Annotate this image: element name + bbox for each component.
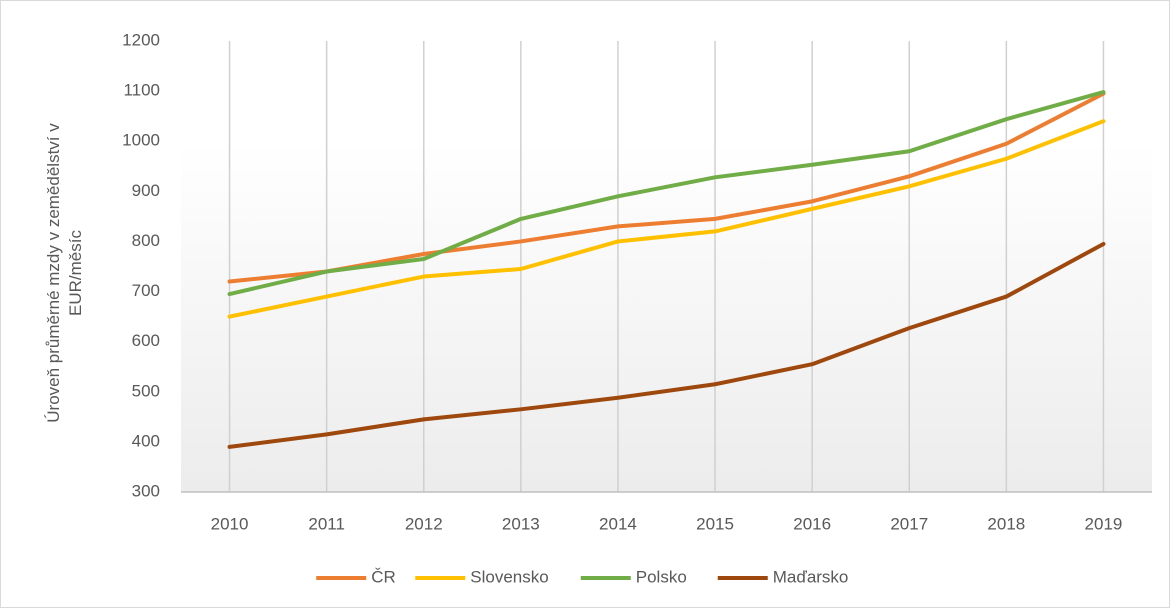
x-tick-label: 2019: [1085, 514, 1123, 533]
x-tick-label: 2014: [599, 514, 637, 533]
series-line: [227, 241, 1106, 449]
y-tick-label: 1200: [122, 30, 160, 49]
y-tick-label: 400: [132, 431, 160, 450]
y-tick-label: 300: [132, 481, 160, 500]
series-line: [227, 119, 1106, 319]
legend-label: ČR: [371, 567, 396, 586]
legend-label: Maďarsko: [773, 567, 849, 586]
y-axis-label: Úroveň průměrné mzdy v zemědělství v EUR…: [44, 123, 85, 423]
y-tick-label: 700: [132, 281, 160, 300]
y-tick-label: 900: [132, 181, 160, 200]
legend-label: Slovensko: [470, 567, 548, 586]
x-tick-label: 2015: [696, 514, 734, 533]
x-tick-label: 2012: [405, 514, 443, 533]
y-tick-label: 1100: [123, 81, 160, 100]
legend-label: Polsko: [636, 567, 687, 586]
x-tick-label: 2016: [793, 514, 831, 533]
y-tick-label: 800: [132, 231, 160, 250]
y-tick-label: 1000: [122, 131, 160, 150]
y-tick-label: 500: [132, 381, 160, 400]
x-tick-label: 2017: [890, 514, 928, 533]
x-tick-label: 2010: [211, 514, 249, 533]
series-line: [227, 90, 1106, 297]
series-line: [227, 91, 1106, 284]
x-tick-label: 2011: [308, 514, 345, 533]
y-tick-label: 600: [132, 331, 160, 350]
x-tick-label: 2018: [987, 514, 1025, 533]
x-tick-label: 2013: [502, 514, 540, 533]
